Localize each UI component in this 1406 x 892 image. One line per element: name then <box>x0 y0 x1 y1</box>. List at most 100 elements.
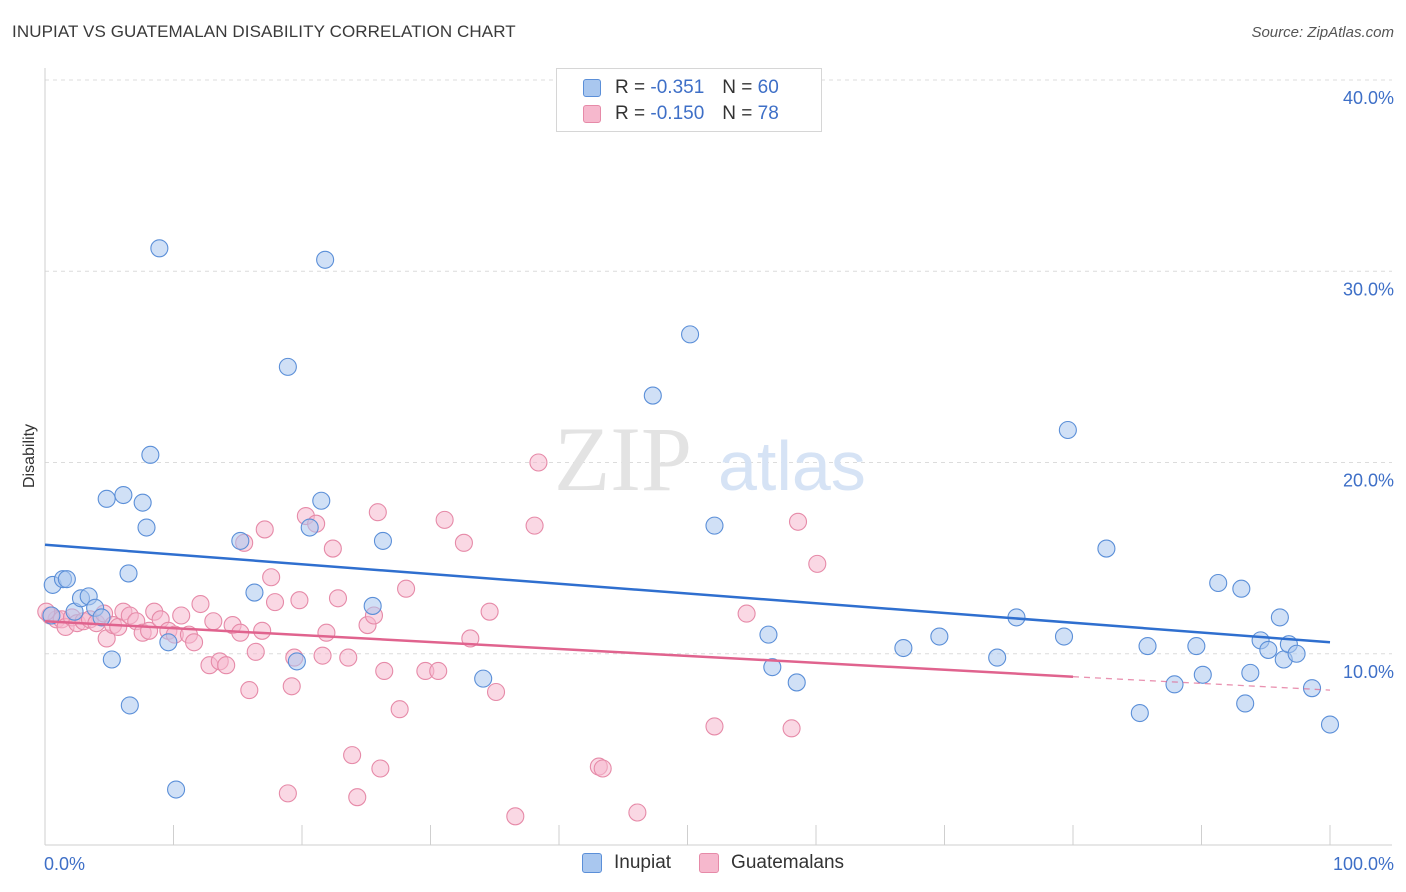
points-inupiat <box>42 239 1340 799</box>
point-inupiat <box>97 489 116 508</box>
point-guatemalans <box>313 646 332 665</box>
point-inupiat <box>1320 715 1340 734</box>
point-inupiat <box>1058 420 1077 440</box>
point-inupiat <box>1187 637 1206 656</box>
watermark-atlas: atlas <box>718 427 866 505</box>
series-legend: Inupiat Guatemalans <box>582 852 872 874</box>
point-guatemalans <box>278 784 297 803</box>
point-inupiat <box>930 627 949 646</box>
point-inupiat <box>316 250 335 269</box>
point-guatemalans <box>246 642 265 661</box>
x-tick-label: 0.0% <box>44 854 85 874</box>
legend-r-value: -0.351 <box>650 77 705 98</box>
point-inupiat <box>894 638 913 658</box>
point-inupiat <box>102 650 121 669</box>
point-guatemalans <box>368 503 387 522</box>
x-tick-label: 100.0% <box>1333 854 1394 874</box>
point-guatemalans <box>317 623 336 642</box>
legend-row-inupiat: R = -0.351 N = 60 <box>583 77 779 99</box>
point-inupiat <box>137 518 156 537</box>
series-legend-inupiat: Inupiat <box>582 852 671 874</box>
point-inupiat <box>787 673 806 692</box>
point-inupiat <box>1232 579 1251 598</box>
point-inupiat <box>1097 539 1116 558</box>
point-guatemalans <box>172 606 191 625</box>
point-guatemalans <box>506 807 525 826</box>
point-inupiat <box>312 491 331 510</box>
point-inupiat <box>1138 637 1157 656</box>
point-inupiat <box>1270 608 1289 627</box>
y-tick-labels: 10.0% 20.0% 30.0% 40.0% <box>1343 88 1394 682</box>
point-guatemalans <box>343 746 362 765</box>
point-guatemalans <box>593 759 612 778</box>
legend-r-value: -0.150 <box>650 103 705 124</box>
series-legend-guatemalans: Guatemalans <box>699 852 844 874</box>
point-guatemalans <box>461 629 480 648</box>
point-guatemalans <box>217 656 236 675</box>
point-inupiat <box>245 583 264 602</box>
point-inupiat <box>1287 644 1306 663</box>
point-inupiat <box>1302 679 1322 698</box>
point-guatemalans <box>782 719 801 738</box>
point-guatemalans <box>480 602 499 621</box>
y-tick-label: 30.0% <box>1343 279 1394 299</box>
trend-lines <box>44 543 1331 691</box>
legend-n-value: 60 <box>757 77 779 98</box>
point-inupiat <box>988 648 1007 667</box>
point-inupiat <box>231 531 250 550</box>
point-inupiat <box>643 386 662 405</box>
point-inupiat <box>300 518 319 537</box>
point-inupiat <box>763 658 782 677</box>
point-inupiat <box>1054 627 1074 646</box>
legend-swatch-guatemalans <box>583 105 601 123</box>
gridlines <box>45 79 1392 655</box>
point-guatemalans <box>262 568 281 587</box>
point-guatemalans <box>525 516 544 535</box>
trend-line-inupiat <box>44 543 1331 644</box>
point-inupiat <box>474 669 493 688</box>
point-inupiat <box>133 493 152 512</box>
points-guatemalans <box>37 453 827 826</box>
legend-n-label: N = <box>722 77 753 98</box>
point-inupiat <box>1236 694 1255 713</box>
legend-n-value: 78 <box>757 103 779 124</box>
point-inupiat <box>1259 640 1278 659</box>
point-guatemalans <box>628 803 647 822</box>
point-guatemalans <box>185 633 204 652</box>
point-guatemalans <box>339 648 358 667</box>
point-inupiat <box>57 570 76 589</box>
point-guatemalans <box>737 604 756 623</box>
point-inupiat <box>167 780 186 799</box>
legend-row-guatemalans: R = -0.150 N = 78 <box>583 103 779 125</box>
trend-extension-guatemalans <box>1072 676 1331 691</box>
point-guatemalans <box>323 539 342 558</box>
point-guatemalans <box>486 682 506 702</box>
point-guatemalans <box>397 579 416 598</box>
point-inupiat <box>287 652 306 671</box>
point-guatemalans <box>265 593 285 612</box>
chart-title: INUPIAT VS GUATEMALAN DISABILITY CORRELA… <box>12 22 516 41</box>
y-tick-label: 20.0% <box>1343 471 1394 491</box>
axes <box>44 68 1392 846</box>
point-inupiat <box>1209 573 1228 593</box>
series-swatch-guatemalans <box>699 853 720 873</box>
point-inupiat <box>114 485 133 505</box>
point-guatemalans <box>808 554 827 573</box>
point-inupiat <box>150 239 169 258</box>
point-guatemalans <box>282 677 301 696</box>
point-inupiat <box>119 564 138 583</box>
point-inupiat <box>373 531 393 550</box>
watermark: ZIP atlas <box>554 408 866 510</box>
point-inupiat <box>42 606 61 625</box>
point-inupiat <box>1241 663 1260 682</box>
point-inupiat <box>159 633 178 652</box>
point-guatemalans <box>375 661 394 681</box>
trend-line-guatemalans <box>44 619 1074 678</box>
point-guatemalans <box>348 788 367 807</box>
point-guatemalans <box>255 520 274 539</box>
point-inupiat <box>681 325 700 344</box>
point-inupiat <box>141 445 160 464</box>
point-inupiat <box>1130 703 1149 723</box>
watermark-zip: ZIP <box>554 408 692 510</box>
